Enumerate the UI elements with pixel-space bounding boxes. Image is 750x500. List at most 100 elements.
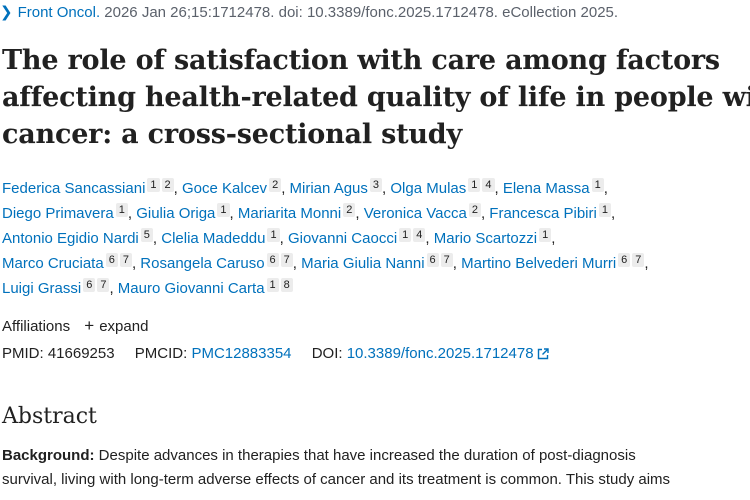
author-link[interactable]: Rosangela Caruso: [140, 255, 265, 272]
author-line: Federica Sancassiani 1 2, Goce Kalcev 2, Mi…: [2, 176, 750, 201]
author-link[interactable]: Clelia Madeddu: [161, 230, 266, 247]
author-list: Federica Sancassiani 1 2, Goce Kalcev 2, Mi…: [2, 176, 750, 301]
affiliations-label: Affiliations: [2, 318, 71, 335]
background-label: Background:: [2, 447, 95, 464]
affiliation-ref-badge[interactable]: 6: [618, 253, 631, 267]
author-link[interactable]: Olga Mulas: [390, 180, 467, 197]
author-link[interactable]: Diego Primavera: [2, 205, 114, 222]
external-link-icon: [537, 348, 549, 360]
affiliation-ref-badge[interactable]: 7: [119, 253, 132, 267]
author-link[interactable]: Mariarita Monni: [237, 205, 342, 222]
article-title: The role of satisfaction with care among…: [2, 42, 750, 153]
affiliation-ref-badge[interactable]: 7: [440, 253, 453, 267]
affiliation-ref-badge[interactable]: 3: [369, 178, 383, 192]
author-line: Antonio Egidio Nardi 5, Clelia Madeddu 1, …: [2, 226, 750, 251]
affiliation-ref-badge[interactable]: 5: [140, 228, 153, 242]
citation-line: ❯ Front Oncol. 2026 Jan 26;15:1712478. do…: [0, 3, 618, 23]
pmcid-label: PMCID:: [134, 345, 188, 362]
expand-label: expand: [99, 318, 149, 335]
title-line: The role of satisfaction with care among…: [2, 45, 720, 76]
author-link[interactable]: Giulia Origa: [136, 205, 216, 222]
pmid-value: 41669253: [47, 345, 115, 362]
affiliation-ref-badge[interactable]: 1: [217, 203, 230, 217]
affiliation-ref-badge[interactable]: 4: [482, 178, 495, 192]
author-line: Luigi Grassi 6 7, Mauro Giovanni Carta 1 8: [2, 276, 750, 301]
author-link[interactable]: Elena Massa: [502, 180, 590, 197]
title-line: affecting health-related quality of life…: [2, 82, 750, 113]
author-link[interactable]: Luigi Grassi: [2, 280, 82, 297]
affiliation-ref-badge[interactable]: 1: [539, 228, 552, 242]
expand-affiliations-button[interactable]: + expand: [84, 316, 149, 335]
affiliation-ref-badge[interactable]: 1: [399, 228, 412, 242]
affiliation-ref-badge[interactable]: 7: [280, 253, 293, 267]
author-separator: ,: [425, 230, 430, 247]
author-separator: ,: [281, 180, 286, 197]
author-separator: ,: [131, 255, 137, 272]
author-separator: ,: [480, 205, 486, 222]
author-link[interactable]: Antonio Egidio Nardi: [2, 230, 139, 247]
author-separator: ,: [603, 180, 608, 197]
affiliation-ref-badge[interactable]: 1: [266, 278, 279, 292]
pmid-label: PMID:: [2, 345, 44, 362]
pmcid-link[interactable]: PMC12883354: [191, 345, 292, 362]
author-separator: ,: [452, 255, 457, 272]
author-separator: ,: [279, 230, 284, 247]
author-link[interactable]: Mirian Agus: [289, 180, 368, 197]
affiliation-ref-badge[interactable]: 7: [97, 278, 110, 292]
author-link[interactable]: Giovanni Caocci: [287, 230, 398, 247]
affiliation-ref-badge[interactable]: 8: [280, 278, 293, 292]
affiliation-ref-badge[interactable]: 2: [468, 203, 481, 217]
author-link[interactable]: Federica Sancassiani: [2, 180, 146, 197]
author-separator: ,: [355, 205, 360, 222]
affiliation-ref-badge[interactable]: 1: [591, 178, 604, 192]
title-line: cancer: a cross-sectional study: [2, 119, 462, 150]
author-line: Diego Primavera 1, Giulia Origa 1, Mariari…: [2, 201, 750, 226]
abstract-line-text: Despite advances in therapies that have …: [94, 447, 636, 464]
article-identifiers: PMID: 41669253 PMCID: PMC12883354 DOI: 1…: [2, 344, 549, 364]
author-separator: ,: [173, 180, 178, 197]
author-link[interactable]: Francesca Pibiri: [489, 205, 597, 222]
plus-icon: +: [84, 316, 95, 335]
abstract-heading: Abstract: [2, 404, 97, 429]
affiliation-ref-badge[interactable]: 2: [269, 178, 282, 192]
author-separator: ,: [109, 280, 114, 297]
journal-link[interactable]: Front Oncol.: [17, 4, 101, 21]
affiliation-ref-badge[interactable]: 1: [267, 228, 280, 242]
affiliation-ref-badge[interactable]: 1: [115, 203, 128, 217]
author-separator: ,: [644, 255, 649, 272]
author-link[interactable]: Veronica Vacca: [363, 205, 467, 222]
author-separator: ,: [494, 180, 499, 197]
author-link[interactable]: Marco Cruciata: [2, 255, 104, 272]
affiliations-toggle: Affiliations + expand: [2, 316, 148, 337]
chevron-right-icon[interactable]: ❯: [0, 4, 13, 21]
author-separator: ,: [292, 255, 297, 272]
author-separator: ,: [551, 230, 556, 247]
affiliation-ref-badge[interactable]: 6: [105, 253, 118, 267]
author-link[interactable]: Mauro Giovanni Carta: [117, 280, 265, 297]
affiliation-ref-badge[interactable]: 4: [413, 228, 426, 242]
affiliation-ref-badge[interactable]: 1: [598, 203, 611, 217]
affiliation-ref-badge[interactable]: 2: [161, 178, 174, 192]
affiliation-ref-badge[interactable]: 6: [426, 253, 439, 267]
author-link[interactable]: Mario Scartozzi: [433, 230, 538, 247]
abstract-text: Background: Despite advances in therapie…: [2, 444, 750, 492]
author-link[interactable]: Goce Kalcev: [182, 180, 268, 197]
author-separator: ,: [127, 205, 133, 222]
affiliation-ref-badge[interactable]: 6: [266, 253, 279, 267]
author-link[interactable]: Martino Belvederi Murri: [461, 255, 617, 272]
affiliation-ref-badge[interactable]: 1: [468, 178, 481, 192]
abstract-line: Background: Despite advances in therapie…: [2, 444, 750, 468]
author-separator: ,: [152, 230, 158, 247]
doi-value: 10.3389/fonc.2025.1712478: [346, 345, 534, 362]
doi-link[interactable]: 10.3389/fonc.2025.1712478: [347, 345, 549, 362]
author-link[interactable]: Maria Giulia Nanni: [301, 255, 425, 272]
abstract-line: survival, living with long-term adverse …: [2, 471, 671, 488]
author-separator: ,: [610, 205, 616, 222]
citation-details: 2026 Jan 26;15:1712478. doi: 10.3389/fon…: [100, 4, 619, 21]
doi-label: DOI:: [311, 345, 343, 362]
affiliation-ref-badge[interactable]: 6: [83, 278, 96, 292]
author-separator: ,: [382, 180, 387, 197]
affiliation-ref-badge[interactable]: 1: [147, 178, 160, 192]
affiliation-ref-badge[interactable]: 2: [343, 203, 356, 217]
affiliation-ref-badge[interactable]: 7: [632, 253, 645, 267]
